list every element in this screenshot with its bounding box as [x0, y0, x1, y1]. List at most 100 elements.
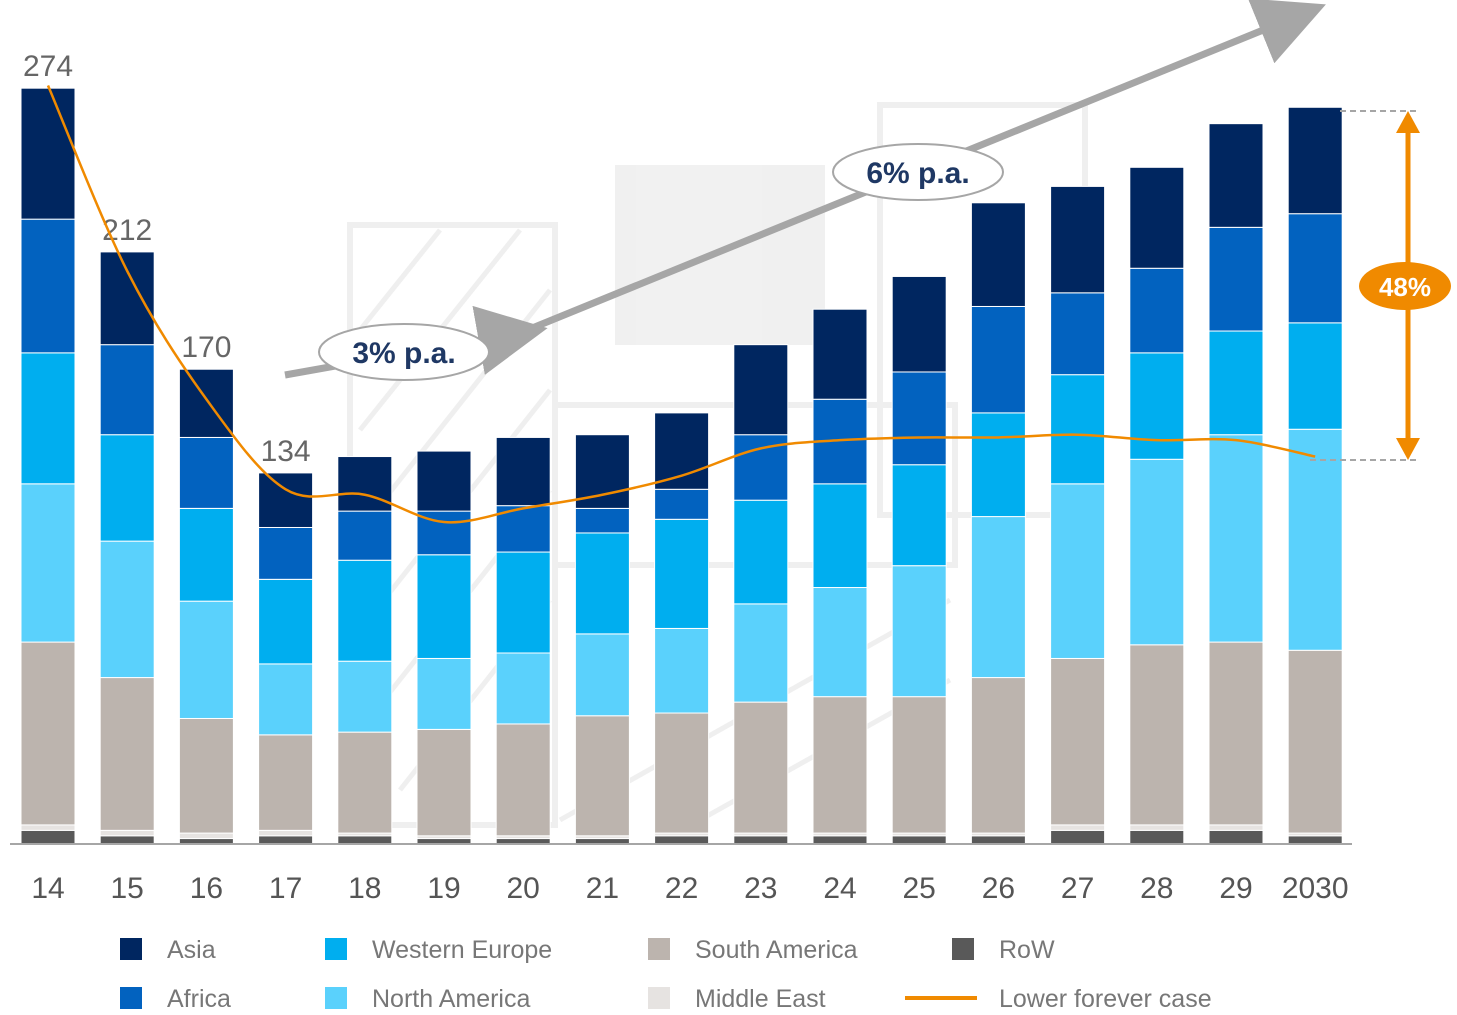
- total-label-17: 134: [261, 435, 311, 468]
- bar-segment-row-22: [654, 835, 710, 845]
- bar-segment-asia-22: [654, 412, 710, 490]
- bar-segment-south-america-18: [337, 731, 393, 834]
- bar-segment-africa-22: [654, 488, 710, 520]
- legend-label-row: RoW: [999, 936, 1055, 964]
- bar-segment-south-america-23: [733, 701, 789, 834]
- bar-segment-western-europe-21: [574, 532, 630, 635]
- bar-segment-south-america-26: [970, 677, 1026, 834]
- x-tick-label-29: 29: [1219, 872, 1252, 905]
- total-label-15: 212: [102, 214, 152, 247]
- bar-segment-row-2030: [1287, 835, 1343, 845]
- x-tick-label-21: 21: [586, 872, 619, 905]
- bar-segment-north-america-21: [574, 633, 630, 717]
- gap-badge: [1359, 262, 1451, 310]
- bar-segment-asia-16: [178, 368, 234, 438]
- callout-3pct-text: 3% p.a.: [352, 337, 455, 370]
- bar-segment-north-america-18: [337, 660, 393, 733]
- gap-badge-text: 48%: [1379, 272, 1431, 302]
- total-label-14: 274: [23, 50, 73, 83]
- x-tick-label-19: 19: [427, 872, 460, 905]
- bar-segment-africa-27: [1050, 292, 1106, 376]
- x-tick-label-16: 16: [190, 872, 223, 905]
- bar-segment-row-14: [20, 829, 76, 845]
- bar-segment-south-america-20: [495, 723, 551, 837]
- bar-segment-row-27: [1050, 829, 1106, 845]
- x-axis-tick-labels: 14 15 16 17 18 19 20 21 22 23 24 25 26 27 28 29 2030: [31, 872, 1348, 905]
- bar-segment-row-17: [258, 835, 314, 845]
- bar-segment-north-america-14: [20, 483, 76, 643]
- bar-segment-north-america-25: [891, 565, 947, 698]
- bar-segment-south-america-21: [574, 715, 630, 837]
- gap-arrow-down-head: [1396, 438, 1420, 460]
- bar-segment-north-america-27: [1050, 483, 1106, 659]
- legend-swatch-western-europe: [325, 938, 347, 960]
- bar-segment-africa-26: [970, 305, 1026, 414]
- bar-segment-western-europe-16: [178, 507, 234, 602]
- legend-swatch-north-america: [325, 987, 347, 1009]
- x-tick-label-28: 28: [1140, 872, 1173, 905]
- x-tick-label-17: 17: [269, 872, 302, 905]
- bar-segment-south-america-22: [654, 712, 710, 834]
- bar-segment-asia-28: [1129, 166, 1185, 269]
- bar-segment-western-europe-29: [1208, 330, 1264, 436]
- bar-segment-asia-24: [812, 308, 868, 400]
- bar-segment-row-28: [1129, 829, 1185, 845]
- bar-segment-north-america-2030: [1287, 428, 1343, 651]
- bar-segment-asia-2030: [1287, 106, 1343, 215]
- bar-segment-south-america-25: [891, 696, 947, 834]
- bar-segment-asia-26: [970, 202, 1026, 307]
- bar-segment-south-america-24: [812, 696, 868, 834]
- bar-segment-row-25: [891, 835, 947, 845]
- bar-segment-north-america-26: [970, 516, 1026, 679]
- gap-indicator: 48%: [1310, 110, 1451, 461]
- bar-stacks: [20, 87, 1343, 845]
- bar-segment-north-america-17: [258, 663, 314, 736]
- legend-label-lower-forever-case: Lower forever case: [999, 985, 1212, 1013]
- callout-6pct-text: 6% p.a.: [866, 157, 969, 190]
- bar-segment-south-america-14: [20, 641, 76, 826]
- bar-segment-south-america-27: [1050, 657, 1106, 826]
- bar-segment-row-24: [812, 835, 868, 845]
- bar-segment-western-europe-18: [337, 559, 393, 662]
- bar-segment-western-europe-27: [1050, 374, 1106, 485]
- total-label-16: 170: [181, 331, 231, 364]
- bar-segment-middle-east-15: [99, 829, 155, 837]
- bar-segment-asia-27: [1050, 185, 1106, 294]
- bar-segment-row-29: [1208, 829, 1264, 845]
- callout-6pct: 6% p.a.: [832, 143, 1004, 201]
- bar-segment-south-america-28: [1129, 644, 1185, 826]
- x-tick-label-18: 18: [348, 872, 381, 905]
- x-tick-label-20: 20: [507, 872, 540, 905]
- bar-segment-western-europe-2030: [1287, 322, 1343, 430]
- bar-segment-asia-20: [495, 436, 551, 507]
- bar-segment-western-europe-26: [970, 412, 1026, 518]
- bar-segment-africa-14: [20, 218, 76, 354]
- bar-segment-asia-19: [416, 450, 472, 512]
- bar-segment-row-18: [337, 835, 393, 845]
- bar-segment-western-europe-23: [733, 499, 789, 605]
- bar-segment-western-europe-22: [654, 518, 710, 629]
- bar-segment-south-america-15: [99, 677, 155, 831]
- bar-segment-africa-25: [891, 371, 947, 466]
- bar-segment-north-america-28: [1129, 458, 1185, 646]
- total-labels: 274 212 170 134: [23, 50, 311, 468]
- bar-segment-north-america-29: [1208, 434, 1264, 643]
- bar-segment-middle-east-27: [1050, 824, 1106, 831]
- bar-segment-south-america-2030: [1287, 649, 1343, 834]
- bar-segment-middle-east-29: [1208, 824, 1264, 831]
- x-tick-label-15: 15: [111, 872, 144, 905]
- bar-segment-western-europe-14: [20, 352, 76, 485]
- legend-label-asia: Asia: [167, 936, 216, 964]
- bar-segment-north-america-23: [733, 603, 789, 703]
- legend-label-africa: Africa: [167, 985, 231, 1013]
- bar-segment-africa-2030: [1287, 213, 1343, 324]
- legend-swatch-row: [952, 938, 974, 960]
- x-tick-label-22: 22: [665, 872, 698, 905]
- x-tick-label-23: 23: [744, 872, 777, 905]
- legend-swatch-asia: [120, 938, 142, 960]
- bar-segment-africa-18: [337, 510, 393, 561]
- lower-forever-case-line: [46, 84, 1316, 524]
- x-tick-label-2030: 2030: [1282, 872, 1349, 905]
